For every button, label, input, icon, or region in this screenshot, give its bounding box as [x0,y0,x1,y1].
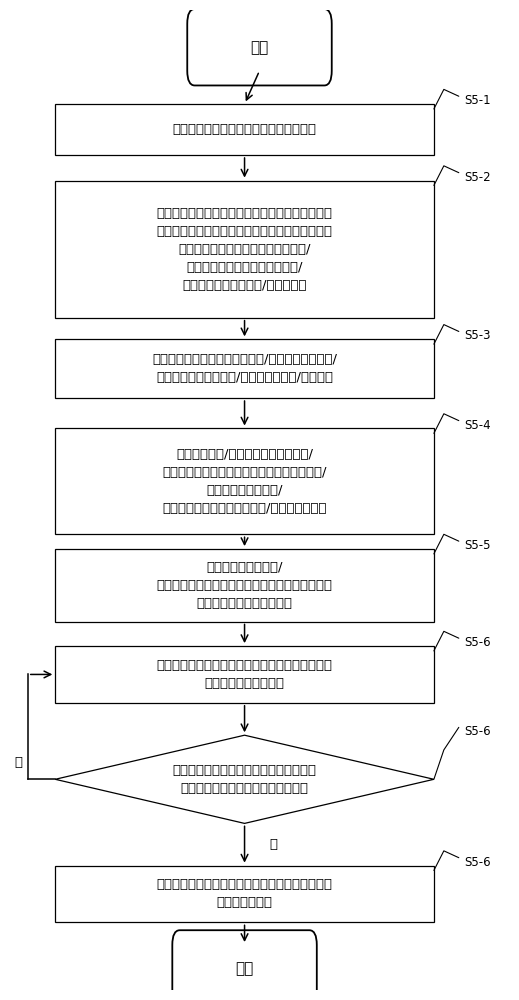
Bar [55,646,434,703]
Text: S5-5: S5-5 [464,539,490,552]
Bar [55,181,434,318]
Text: 开始: 开始 [250,40,269,55]
Text: 根据信号的初步分配方案进行可靠性建模: 根据信号的初步分配方案进行可靠性建模 [172,123,317,136]
Text: S5-6: S5-6 [464,856,490,869]
Bar [55,428,434,534]
FancyBboxPatch shape [187,9,332,85]
Text: S5-6: S5-6 [464,725,490,738]
Text: 否: 否 [15,756,23,770]
Text: S5-4: S5-4 [464,419,490,432]
Bar [55,549,434,622]
Text: S5-6: S5-6 [464,636,490,649]
Text: 获取第二事故/事件序列中每一子事故/
事件的概率，将概率超过第二预设值的子事故/
事件作为待分析事故/
事件，并获取所述待分析事故/事件的相关信号: 获取第二事故/事件序列中每一子事故/ 事件的概率，将概率超过第二预设值的子事故/… [162,448,327,515]
Bar [55,104,434,155]
Text: 是: 是 [269,838,278,851]
Text: 根据可靠性模型建立当前分配方案的概率安全分析
模型，并设定目标验证工况；根据概率安全分析模
型获取所述目标验证工况的第一事故/
事件序列，并获取所述第一事故/
: 根据可靠性模型建立当前分配方案的概率安全分析 模型，并设定目标验证工况；根据概率… [157,207,333,292]
Text: 结束: 结束 [236,961,254,976]
Bar [55,339,434,398]
Text: 将相关性高且分配集中的信号进行优化调整，获取
改进后的信号分配方案: 将相关性高且分配集中的信号进行优化调整，获取 改进后的信号分配方案 [157,659,333,690]
Bar [55,866,434,922]
Text: S5-2: S5-2 [464,171,490,184]
Text: 判断所述待分析事故/
事件的多个信号间是否存在相关性，以及判断相关
性高的信号是否被集中分配: 判断所述待分析事故/ 事件的多个信号间是否存在相关性，以及判断相关 性高的信号是… [157,561,333,610]
Text: S5-3: S5-3 [464,329,490,342]
Polygon shape [55,735,434,823]
Text: S5-1: S5-1 [464,94,490,107]
Text: 按照改进后的信号分配方案对核电厂数字化仪控系
统信号进行分配: 按照改进后的信号分配方案对核电厂数字化仪控系 统信号进行分配 [157,878,333,909]
FancyBboxPatch shape [172,930,317,1000]
Text: 将概率超过第一预设值的子事故/事件作为关键事故/
事件，并获取关键事故/事件的第二事故/事件序列: 将概率超过第一预设值的子事故/事件作为关键事故/ 事件，并获取关键事故/事件的第… [152,353,337,384]
Text: 判断改进后的信号分配方案的堆芯融化或
大量释放概率是否符合预设的目标值: 判断改进后的信号分配方案的堆芯融化或 大量释放概率是否符合预设的目标值 [172,764,317,795]
